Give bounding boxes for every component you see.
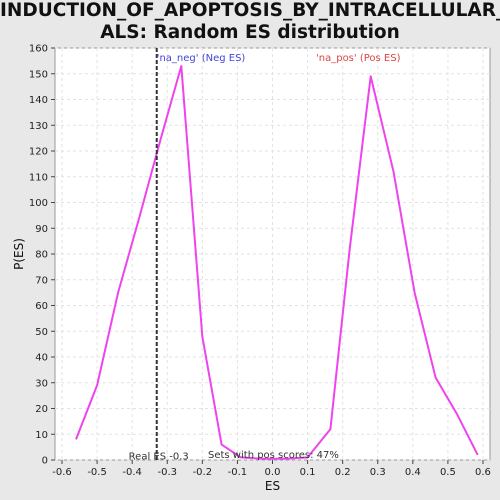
series-group (75, 65, 479, 460)
pos-es-annotation: 'na_pos' (Pos ES) (316, 53, 401, 64)
y-axis-label: P(ES) (12, 238, 26, 270)
y-tick-label: 20 (35, 404, 48, 415)
x-tick-label: -0.2 (193, 467, 213, 478)
x-tick-label: 0.5 (440, 467, 456, 478)
sets-pos-scores-label: Sets with pos scores: 47% (208, 450, 339, 461)
y-tick-label: 150 (29, 69, 48, 80)
x-tick-label: -0.1 (228, 467, 248, 478)
y-tick-label: 10 (35, 430, 48, 441)
y-tick-label: 70 (35, 275, 48, 286)
y-tick-label: 50 (35, 327, 48, 338)
x-tick-label: -0.3 (158, 467, 178, 478)
real-es-label: Real ES -0.3 (129, 452, 189, 463)
x-tick-label: -0.6 (52, 467, 72, 478)
x-axis-label: ES (265, 479, 280, 493)
grid-lines (55, 47, 490, 461)
y-tick-label: 30 (35, 378, 48, 389)
x-tick-label: 0.3 (370, 467, 386, 478)
x-tick-label: -0.5 (87, 467, 107, 478)
x-tick-label: 0.1 (300, 467, 316, 478)
x-tick-label: 0.6 (475, 467, 491, 478)
y-tick-label: 160 (29, 44, 48, 55)
neg-es-annotation: 'na_neg' (Neg ES) (157, 53, 246, 64)
x-tick-label: 0.4 (405, 467, 421, 478)
x-tick-label: 0.2 (335, 467, 351, 478)
y-tick-label: 110 (29, 172, 48, 183)
chart-title-line-2: ALS: Random ES distribution (100, 22, 400, 43)
x-tick-label: -0.4 (122, 467, 142, 478)
x-tick-label: 0.0 (265, 467, 281, 478)
y-tick-label: 140 (29, 95, 48, 106)
y-tick-label: 90 (35, 224, 48, 235)
y-tick-label: 100 (29, 198, 48, 209)
axes: -0.6 -0.5 -0.4 -0.3 -0.2 -0.1 0.0 0.1 0.2 0.3 0.4 0… (29, 44, 491, 479)
chart-title-line-1: INDUCTION_OF_APOPTOSIS_BY_INTRACELLULAR_… (0, 0, 500, 21)
y-tick-label: 120 (29, 147, 48, 158)
y-tick-label: 60 (35, 301, 48, 312)
series-line (75, 65, 479, 460)
y-tick-label: 80 (35, 250, 48, 261)
y-tick-label: 130 (29, 121, 48, 132)
y-tick-label: 40 (35, 353, 48, 364)
chart-title: INDUCTION_OF_APOPTOSIS_BY_INTRACELLULAR_… (0, 0, 500, 44)
y-tick-label: 0 (42, 456, 48, 467)
